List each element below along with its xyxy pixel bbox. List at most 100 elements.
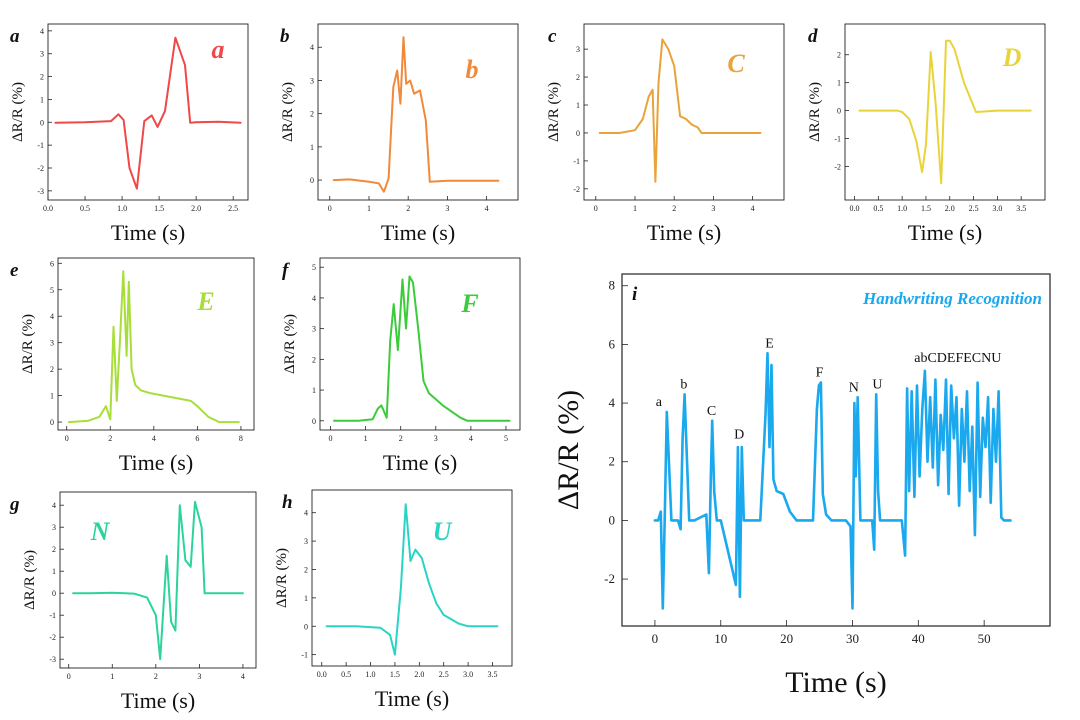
letter-label: U (433, 517, 453, 546)
y-tick-label: -3 (49, 655, 56, 664)
panel-d: 0.0 0.5 1.0 1.5 2.0 2.5 3.0 3.5 -2 -1 0 1 2 Time (s) Δ… (807, 23, 1046, 245)
x-tick-label: 0 (652, 631, 659, 646)
x-tick-label: 2.0 (414, 670, 424, 679)
y-tick-label: 2 (304, 565, 308, 574)
y-tick-label: 2 (837, 51, 841, 60)
panel-label: c (548, 26, 557, 47)
x-tick-label: 4 (152, 434, 156, 443)
plot-frame (583, 23, 785, 201)
series-line-c (598, 38, 762, 183)
x-axis-label: Time (s) (785, 666, 886, 699)
x-tick-label: 1.5 (154, 204, 164, 213)
y-tick-label: 4 (304, 509, 308, 518)
x-tick-label: 3 (711, 204, 715, 213)
y-tick-label: 2 (50, 365, 54, 374)
letter-label: F (460, 289, 478, 318)
series-line-d (858, 39, 1032, 185)
y-tick-label: 1 (50, 392, 54, 401)
panel-b: 0 1 2 3 4 0 1 2 3 4 Time (s) ΔR/R (%) b b (280, 23, 519, 245)
panel-h: 0.0 0.5 1.0 1.5 2.0 2.5 3.0 3.5 -1 0 1 2 3 4 Time (s) Δ… (274, 489, 513, 711)
y-tick-label: 0 (310, 176, 314, 185)
x-tick-label: 3.0 (992, 204, 1002, 213)
y-tick-label: -2 (834, 162, 841, 171)
letter-label: C (727, 49, 745, 78)
y-axis-label: ΔR/R (%) (22, 550, 38, 610)
x-tick-label: 4 (469, 434, 473, 443)
series-line-f (333, 275, 511, 422)
y-tick-label: 4 (312, 294, 316, 303)
x-tick-label: 3 (445, 204, 449, 213)
y-tick-label: 3 (304, 537, 308, 546)
plot-frame (317, 23, 519, 201)
series-line-e (67, 270, 240, 424)
y-tick-label: 3 (310, 76, 314, 85)
y-tick-label: -1 (834, 135, 841, 144)
y-tick-label: 0 (50, 418, 54, 427)
panel-label: d (808, 26, 818, 47)
x-tick-label: 1 (367, 204, 371, 213)
y-tick-label: 1 (52, 567, 56, 576)
y-tick-label: -2 (49, 633, 56, 642)
x-axis-label: Time (s) (375, 686, 449, 711)
x-axis-label: Time (s) (121, 688, 195, 713)
x-tick-label: 2.5 (228, 204, 238, 213)
letter-annotation: b (680, 377, 687, 392)
x-tick-label: 0.5 (341, 670, 351, 679)
panel-g: 0 1 2 3 4 -3 -2 -1 0 1 2 3 4 Time (s) ΔR/R (%) g N (9, 491, 257, 713)
x-tick-label: 50 (978, 631, 991, 646)
x-tick-label: 5 (504, 434, 508, 443)
y-tick-label: 0 (576, 129, 580, 138)
y-tick-label: 1 (40, 95, 44, 104)
plot-frame (621, 273, 1051, 627)
x-tick-label: 0 (65, 434, 69, 443)
y-tick-label: 3 (576, 45, 580, 54)
x-tick-label: 8 (239, 434, 243, 443)
y-axis-label: ΔR/R (%) (807, 82, 823, 142)
y-axis-label: ΔR/R (%) (10, 82, 26, 142)
x-tick-label: 0 (329, 434, 333, 443)
y-tick-label: 1 (304, 594, 308, 603)
y-tick-label: 2 (40, 73, 44, 82)
x-tick-label: 40 (912, 631, 925, 646)
letter-annotation: abCDEFECNU (914, 351, 1001, 366)
panel-label: b (280, 26, 290, 47)
letter-annotation: N (849, 380, 859, 395)
y-tick-label: 1 (310, 143, 314, 152)
x-tick-label: 2 (154, 672, 158, 681)
panel-f: 0 1 2 3 4 5 0 1 2 3 4 5 Time (s) ΔR/R (%) f F (282, 257, 521, 475)
x-tick-label: 20 (780, 631, 793, 646)
y-tick-label: 5 (312, 263, 316, 272)
y-tick-label: 6 (609, 336, 616, 351)
y-tick-label: 2 (609, 454, 616, 469)
letter-annotation: U (872, 377, 882, 392)
x-tick-label: 1 (364, 434, 368, 443)
x-tick-label: 3.0 (463, 670, 473, 679)
y-tick-label: 3 (50, 339, 54, 348)
plot-frame (57, 257, 255, 431)
x-tick-label: 1.0 (897, 204, 907, 213)
panel-c: 0 1 2 3 4 -2 -1 0 1 2 3 Time (s) ΔR/R (%) c C (546, 23, 785, 245)
y-tick-label: 2 (312, 355, 316, 364)
x-tick-label: 2 (406, 204, 410, 213)
x-tick-label: 1.5 (921, 204, 931, 213)
x-axis-label: Time (s) (383, 450, 457, 475)
plot-frame (844, 23, 1046, 201)
y-axis-label: ΔR/R (%) (546, 82, 562, 142)
x-tick-label: 4 (485, 204, 489, 213)
letter-annotation: a (656, 395, 663, 410)
x-tick-label: 2.0 (191, 204, 201, 213)
x-tick-label: 1.5 (390, 670, 400, 679)
x-tick-label: 1.0 (117, 204, 127, 213)
plot-frame (319, 257, 521, 431)
y-tick-label: 4 (52, 501, 56, 510)
y-tick-label: 4 (40, 27, 44, 36)
x-tick-label: 2 (399, 434, 403, 443)
panel-i: 0 10 20 30 40 50 -2 0 2 4 6 8 Time (s) ΔR/R (%) i Handw… (552, 273, 1051, 699)
plot-frame (47, 23, 249, 201)
y-tick-label: 0 (312, 417, 316, 426)
panel-label: h (282, 492, 293, 513)
y-tick-label: 0 (304, 622, 308, 631)
y-tick-label: -1 (301, 651, 308, 660)
y-tick-label: 6 (50, 259, 54, 268)
